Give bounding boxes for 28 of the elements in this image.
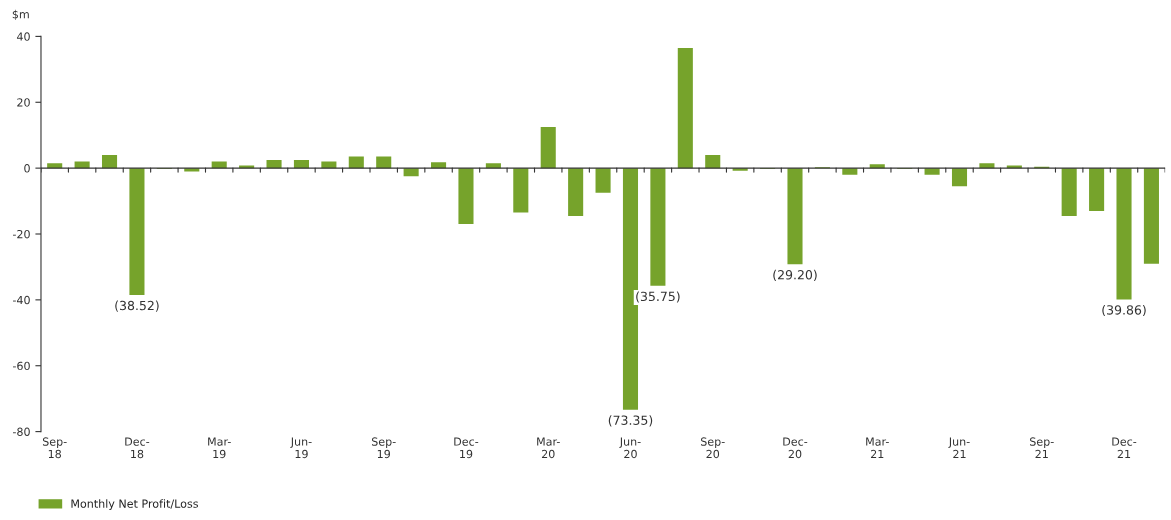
- x-tick-label: Sep- 18: [42, 437, 67, 459]
- data-label: (38.52): [115, 300, 159, 312]
- x-tick-label: Sep- 20: [701, 437, 725, 459]
- y-tick-label: 20: [17, 98, 30, 107]
- data-label: (39.86): [1102, 304, 1146, 317]
- y-tick-label: -80: [12, 427, 30, 436]
- y-axis-title: $m: [12, 9, 29, 20]
- x-tick-label: Dec- 20: [783, 437, 808, 459]
- y-tick-label: 0: [24, 164, 30, 173]
- y-tick-label: 40: [16, 32, 30, 41]
- y-tick-label: -40: [12, 295, 30, 305]
- x-tick-label: Jun- 19: [290, 437, 312, 459]
- x-tick-label: Sep- 21: [1030, 437, 1054, 459]
- legend-label: Monthly Net Profit/Loss: [71, 499, 198, 510]
- x-tick-label: Jun- 20: [619, 437, 641, 459]
- x-tick-label: Dec- 18: [125, 437, 150, 459]
- data-label: (73.35): [608, 415, 653, 427]
- data-label: (35.75): [636, 291, 680, 303]
- x-tick-label: Sep- 19: [371, 437, 396, 459]
- x-tick-label: Mar- 21: [866, 437, 889, 459]
- x-tick-label: Dec- 19: [454, 437, 479, 459]
- y-tick-label: -20: [12, 229, 30, 239]
- x-tick-label: Mar- 19: [208, 437, 231, 459]
- x-tick-label: Mar- 20: [537, 437, 560, 459]
- x-tick-label: Jun- 21: [948, 437, 970, 459]
- x-tick-label: Dec- 21: [1112, 437, 1137, 459]
- data-label: (29.20): [773, 269, 817, 281]
- y-tick-label: -60: [12, 361, 30, 371]
